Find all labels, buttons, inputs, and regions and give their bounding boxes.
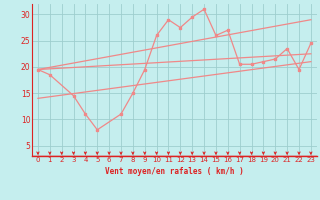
X-axis label: Vent moyen/en rafales ( km/h ): Vent moyen/en rafales ( km/h ) [105,167,244,176]
